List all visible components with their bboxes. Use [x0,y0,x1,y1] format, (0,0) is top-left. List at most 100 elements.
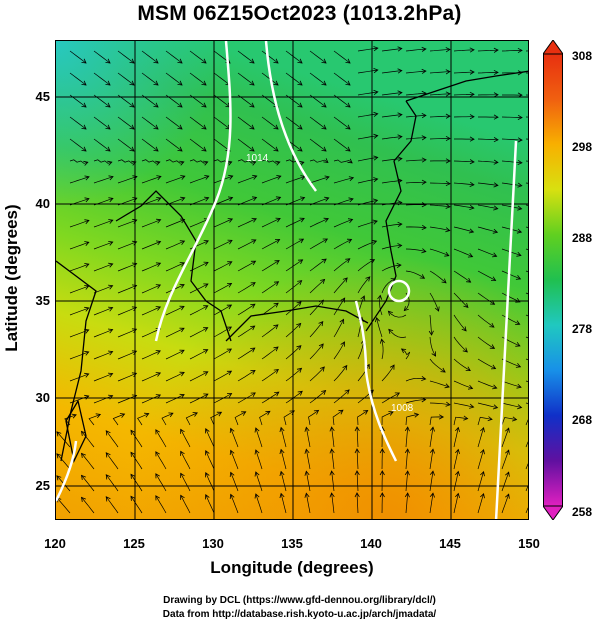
streamline-arrow [279,470,285,477]
streamline-arrow [372,219,378,225]
contour-label: 1008 [391,403,414,414]
streamline [237,303,256,316]
streamline [429,314,432,335]
streamline-arrow [203,393,209,399]
streamline [213,326,232,338]
streamline-arrow [505,471,510,477]
streamline [285,280,302,294]
streamline-arrow [441,278,447,284]
streamline-arrow [421,224,427,230]
streamline [117,306,137,316]
streamline [333,219,353,228]
streamline [356,448,359,470]
streamline [356,470,359,492]
streamline-arrow [273,369,279,374]
streamline [357,113,378,118]
streamline [155,451,167,470]
streamline-arrow [429,448,435,454]
map-svg: 1008 1014 [56,41,528,519]
streamline [81,475,95,492]
streamline-arrow [179,160,185,166]
streamline-arrow [132,175,138,181]
streamline [477,226,498,233]
streamline [155,495,167,514]
streamline [69,198,90,206]
streamline-arrow [177,146,183,152]
streamline [309,299,324,316]
streamline-arrow [339,318,345,325]
streamline-arrow [421,46,427,52]
streamline-arrow [516,228,523,234]
streamline-arrow [397,68,403,74]
streamline-arrow [180,494,185,500]
streamline [93,116,111,130]
streamline [213,116,231,130]
streamline-arrow [179,240,186,245]
streamline-arrow [404,448,410,454]
y-tick-label: 35 [35,293,50,308]
streamline-arrow [130,451,136,457]
streamline [237,94,255,108]
streamline [141,394,161,404]
streamline [141,50,159,64]
streamline-arrow [469,47,475,53]
streamline [405,248,426,252]
streamline [357,364,370,382]
streamline-arrow [84,394,90,400]
streamline-arrow [354,448,360,454]
streamline-arrow [345,102,351,108]
streamline [93,72,111,86]
streamline-arrow [144,412,150,418]
streamline [388,329,407,338]
streamline [213,370,232,382]
streamline-arrow [254,471,260,477]
streamline [309,94,327,108]
streamline-arrow [445,91,451,97]
streamline-arrow [226,304,233,310]
streamline-arrow [274,260,280,265]
x-tick-label: 140 [360,536,382,551]
streamline [141,284,161,294]
x-tick-label: 135 [281,536,303,551]
streamline [429,336,436,357]
streamline-arrow [338,409,344,415]
streamline-arrow [373,133,379,139]
streamline [189,116,207,130]
streamline-arrow [517,92,523,98]
streamline [213,304,232,316]
streamline [261,324,279,338]
streamline-arrow [321,124,327,130]
streamline [525,507,528,514]
streamline-arrow [80,430,86,436]
streamline-arrow [156,197,162,202]
streamline [189,371,208,382]
streamline [189,175,209,184]
streamline [405,159,427,162]
streamline-arrow [322,238,329,244]
streamline [379,295,383,316]
streamline [117,197,137,206]
streamline [141,219,161,228]
streamline-arrow [250,282,256,287]
streamline-arrow [180,175,186,180]
streamline [280,471,287,492]
streamline [230,472,239,492]
streamline [189,138,207,152]
streamline-arrow [105,124,111,130]
y-tick-label: 30 [35,390,50,405]
streamline-arrow [250,369,256,375]
streamline-arrow [489,300,496,305]
streamline-arrow [155,473,160,479]
streamline [429,115,451,118]
streamline [477,493,484,514]
streamline-arrow [81,102,87,108]
streamline [165,159,184,164]
streamline-arrow [130,473,136,479]
streamline [165,394,185,404]
isobar-4 [494,140,518,519]
coastline-japan [365,100,417,332]
streamline [230,450,239,470]
streamline-arrow [227,218,234,223]
streamline-arrow [177,58,183,64]
streamline [69,285,89,294]
